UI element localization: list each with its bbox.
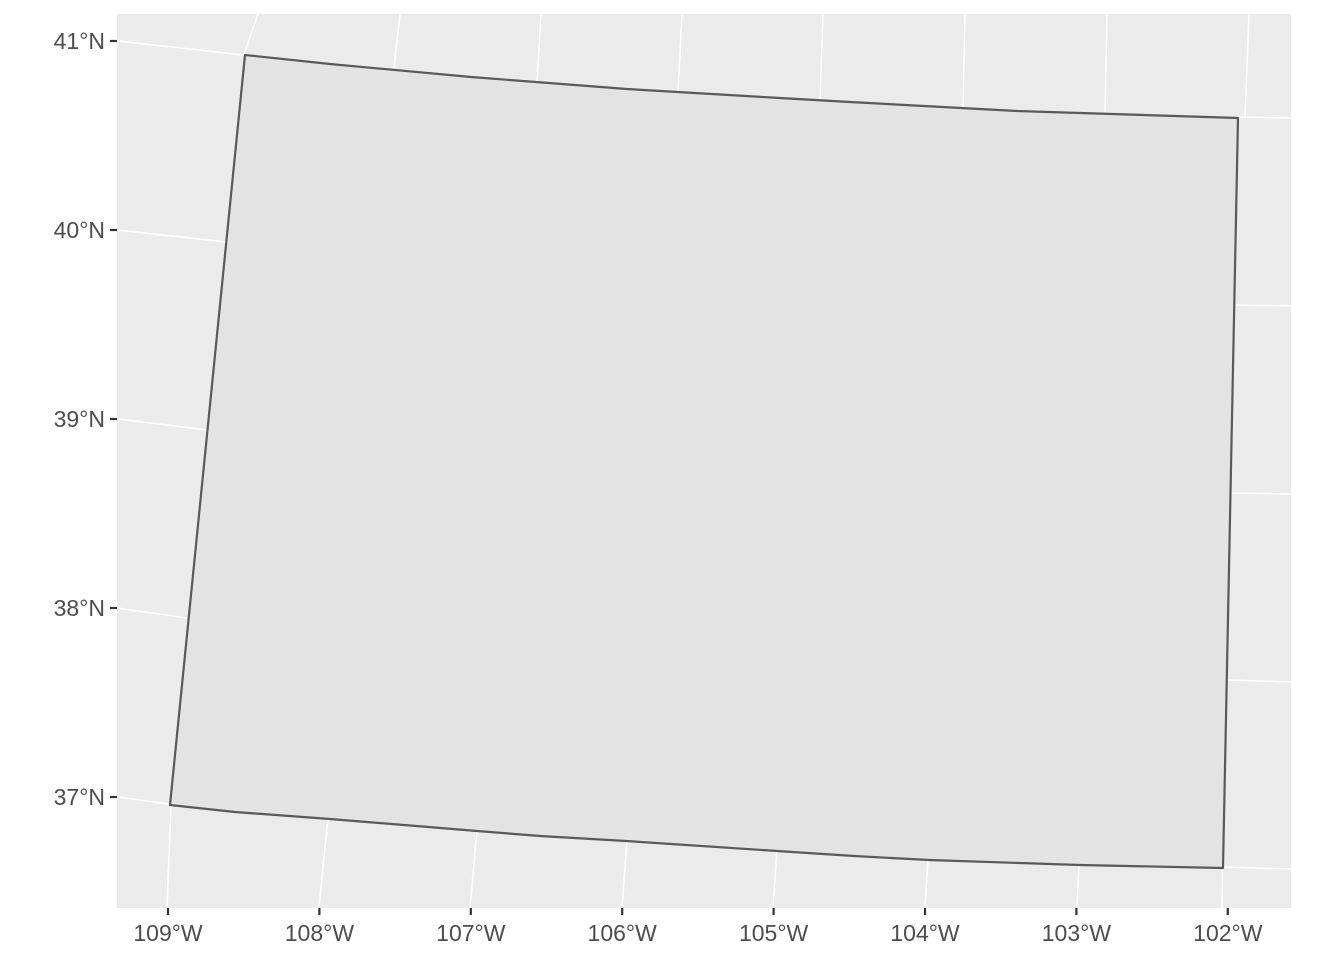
x-tick-label: 108°W — [285, 920, 355, 946]
graticule-lat-37 — [116, 796, 171, 805]
graticule-lon-108 — [243, 13, 329, 909]
graticule-lat-41-east — [1236, 116, 1292, 119]
graticule-lat-40 — [116, 229, 227, 243]
graticule-lat-37-east — [1222, 866, 1292, 870]
graticule-lon-104 — [819, 13, 929, 909]
graticule-lon-107 — [393, 13, 478, 909]
graticule-lat-38-east — [1226, 679, 1292, 683]
x-tick-label: 109°W — [133, 920, 203, 946]
y-axis: 41°N 40°N 39°N 38°N 37°N — [54, 28, 117, 810]
graticule-lat-41 — [116, 40, 245, 56]
y-tick-label: 38°N — [54, 595, 105, 621]
x-tick-label: 104°W — [890, 920, 960, 946]
graticule-lon-109 — [166, 805, 172, 909]
x-axis: 109°W 108°W 107°W 106°W 105°W 104°W 103°W 102°W — [133, 908, 1263, 946]
graticule-lon-105 — [677, 13, 778, 909]
x-tick-label: 102°W — [1193, 920, 1263, 946]
graticule-lat-39-east — [1230, 492, 1292, 495]
x-tick-label: 107°W — [436, 920, 506, 946]
graticule-lon-103 — [962, 13, 1080, 909]
y-tick-label: 40°N — [54, 217, 105, 243]
graticule-lon-106 — [536, 13, 628, 909]
graticule-lat-38 — [116, 607, 188, 619]
x-tick-label: 106°W — [588, 920, 658, 946]
y-tick-label: 37°N — [54, 784, 105, 810]
x-tick-label: 103°W — [1042, 920, 1112, 946]
x-tick-label: 105°W — [739, 920, 809, 946]
y-tick-label: 41°N — [54, 28, 105, 54]
y-tick-label: 39°N — [54, 406, 105, 432]
graticule-lat-39 — [116, 418, 208, 431]
colorado-state-polygon — [168, 53, 1240, 870]
graticule-lat-40-east — [1233, 304, 1292, 307]
